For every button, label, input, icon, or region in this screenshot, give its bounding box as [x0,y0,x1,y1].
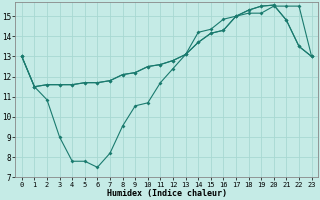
X-axis label: Humidex (Indice chaleur): Humidex (Indice chaleur) [107,189,227,198]
